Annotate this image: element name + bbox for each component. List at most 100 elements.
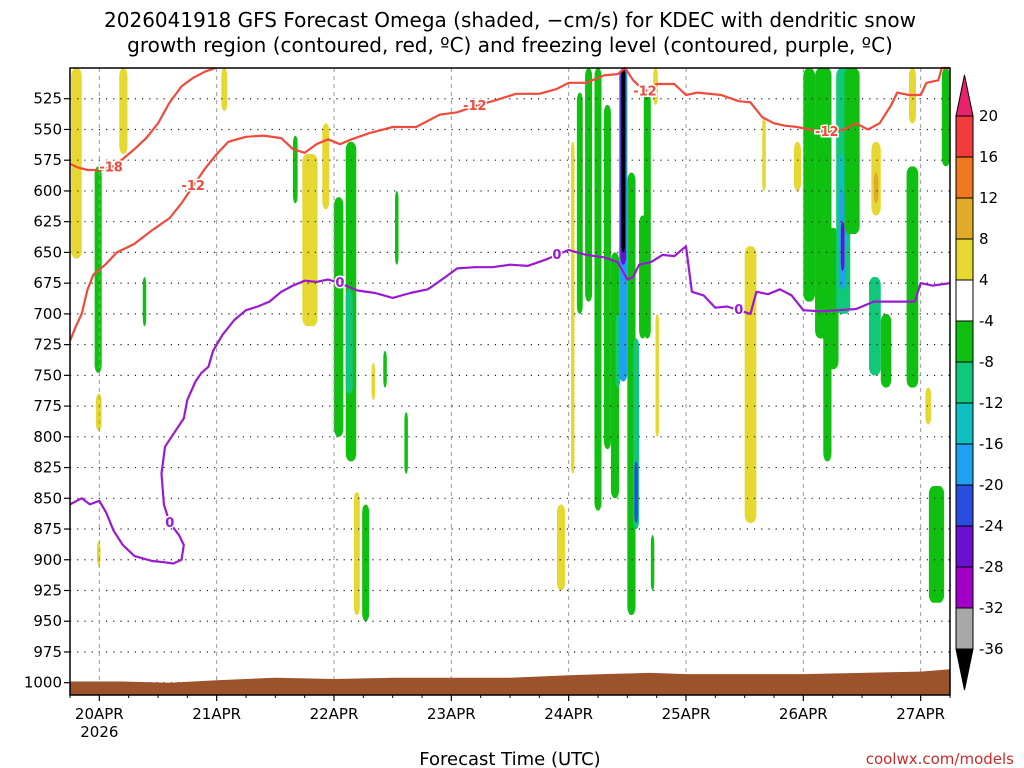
colorbar-label: 12	[979, 189, 998, 207]
x-tick-label: 22APR	[310, 705, 359, 723]
colorbar-label: -24	[979, 517, 1004, 535]
x-tick-label: 27APR	[896, 705, 945, 723]
colorbar-label: -8	[979, 353, 994, 371]
omega-cell	[322, 123, 330, 210]
y-tick-label: 800	[33, 428, 62, 446]
y-tick-label: 550	[33, 120, 62, 138]
y-tick-label: 600	[33, 182, 62, 200]
y-tick-label: 525	[33, 90, 62, 108]
omega-cell	[345, 289, 353, 394]
chart-title-line-2: growth region (contoured, red, ºC) and f…	[127, 33, 893, 57]
x-tick-year-label: 2026	[80, 723, 118, 741]
colorbar-swatch	[955, 156, 974, 199]
omega-cell	[404, 412, 408, 474]
omega-cell	[334, 197, 344, 437]
colorbar-label: -20	[979, 476, 1004, 494]
x-tick-label: 26APR	[779, 705, 828, 723]
colorbar-swatch	[955, 320, 974, 363]
y-tick-label: 700	[33, 305, 62, 323]
colorbar-label: 16	[979, 148, 998, 166]
colorbar-label: 20	[979, 107, 998, 125]
chart-title-line-1: 2026041918 GFS Forecast Omega (shaded, −…	[104, 8, 916, 32]
dgz-contour-line	[68, 66, 950, 342]
omega-cell	[906, 166, 919, 388]
omega-cell	[653, 68, 658, 105]
colorbar-swatch	[955, 197, 974, 240]
colorbar-swatch	[955, 74, 974, 117]
x-axis: 20APR 21APR 22APR 23APR 24APR 25APR 26APR 27APR…	[69, 695, 951, 741]
y-tick-label: 775	[33, 397, 62, 415]
colorbar-swatch	[955, 238, 974, 281]
freezing-level-contour-label: 0	[734, 303, 743, 318]
omega-cell	[793, 141, 801, 191]
dgz-contour-label: -12	[633, 84, 657, 99]
y-tick-label: 900	[33, 551, 62, 569]
omega-cell	[292, 135, 298, 204]
omega-cell	[302, 154, 318, 327]
colorbar-swatch	[955, 648, 974, 691]
omega-cell	[634, 461, 638, 523]
colorbar-label: -12	[979, 394, 1004, 412]
terrain-fill	[70, 669, 950, 695]
omega-cell	[744, 246, 757, 523]
omega-cell	[371, 363, 376, 400]
omega-cell	[880, 313, 892, 388]
x-axis-title: Forecast Time (UTC)	[419, 749, 600, 768]
colorbar-swatch	[955, 484, 974, 527]
dgz-contour-line	[69, 66, 216, 172]
colorbar-swatch	[955, 279, 974, 322]
y-tick-label: 825	[33, 459, 62, 477]
omega-cell	[928, 486, 945, 603]
omega-cell	[576, 92, 583, 314]
x-tick-label: 20APR	[75, 705, 124, 723]
omega-cell	[621, 68, 625, 253]
colorbar: 20 16 12 8 4 -4 -8 -12 -16 -20 -24 -28 -32 -36	[955, 74, 1004, 691]
credit-text: coolwx.com/models	[866, 750, 1014, 768]
omega-cell	[643, 92, 651, 339]
x-tick-label: 25APR	[662, 705, 711, 723]
dgz-contour-label: -18	[99, 161, 123, 176]
omega-cell	[221, 68, 228, 112]
grid-lines	[70, 68, 950, 695]
y-tick-label: 675	[33, 274, 62, 292]
y-tick-label: 950	[33, 612, 62, 630]
omega-cell	[383, 350, 387, 388]
colorbar-swatch	[955, 607, 974, 650]
colorbar-label: 8	[979, 230, 989, 248]
colorbar-label: -32	[979, 599, 1004, 617]
x-tick-label: 21APR	[192, 705, 241, 723]
omega-cell	[119, 68, 128, 155]
omega-cell	[603, 104, 611, 450]
omega-cell	[941, 68, 950, 167]
y-tick-label: 875	[33, 520, 62, 538]
omega-cell	[650, 535, 655, 591]
omega-cell	[395, 190, 399, 265]
omega-cell	[844, 68, 860, 234]
omega-cell	[362, 504, 370, 622]
omega-cell	[142, 277, 147, 327]
dgz-contour-label: -12	[815, 125, 839, 140]
freezing-level-contour-label: 0	[335, 276, 344, 291]
dgz-contour-label: -12	[181, 179, 205, 194]
omega-cell	[353, 492, 360, 616]
y-tick-label: 850	[33, 489, 62, 507]
y-tick-label: 750	[33, 366, 62, 384]
omega-shading-layer	[71, 68, 950, 622]
y-tick-label: 575	[33, 151, 62, 169]
colorbar-swatch	[955, 525, 974, 568]
colorbar-swatch	[955, 402, 974, 445]
omega-cell	[840, 221, 845, 271]
colorbar-swatch	[955, 361, 974, 404]
omega-cell	[925, 387, 932, 425]
y-axis: 525 550 575 600 625 650 675 700 725 750 775 800 825 8…	[24, 90, 70, 692]
y-tick-label: 650	[33, 243, 62, 261]
omega-cell	[610, 252, 620, 499]
dgz-contour-label: -12	[463, 99, 487, 114]
contour-layer: -18 -12 -12 -12 -12 0 0 0 0	[68, 66, 951, 565]
freezing-level-contour-label: 0	[165, 516, 174, 531]
colorbar-label: -36	[979, 640, 1004, 658]
colorbar-label: 4	[979, 271, 989, 289]
omega-cell	[869, 277, 881, 376]
y-tick-label: 1000	[24, 674, 62, 692]
x-tick-label: 23APR	[427, 705, 476, 723]
